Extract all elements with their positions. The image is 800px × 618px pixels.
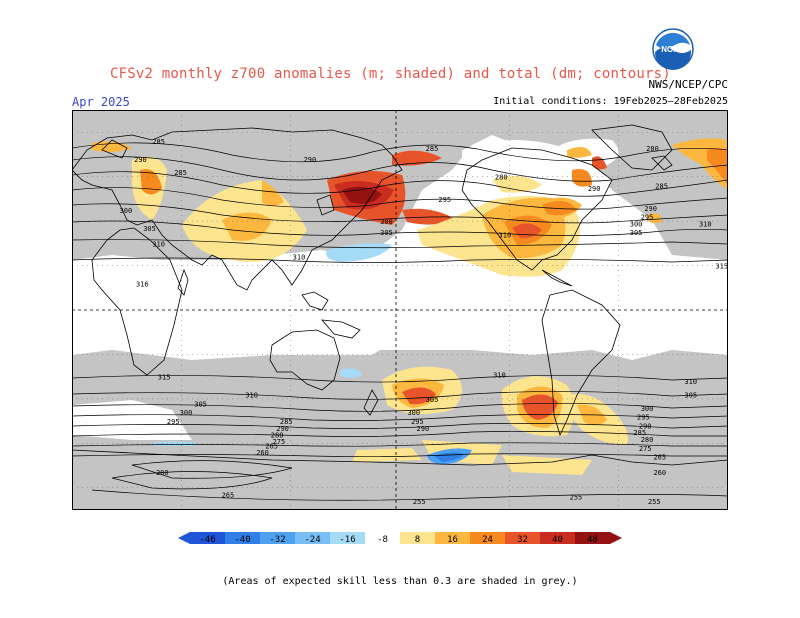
colorbar-label: -24 xyxy=(304,535,320,545)
colorbar-label: -40 xyxy=(234,535,250,545)
colorbar-label: 32 xyxy=(517,535,528,545)
colorbar-label: 48 xyxy=(587,535,598,545)
colorbar-label: -16 xyxy=(339,535,355,545)
contour-label: 305 xyxy=(143,225,156,233)
colorbar-swatch xyxy=(295,532,330,544)
contour-label: 290 xyxy=(134,156,147,164)
contour-label: 285 xyxy=(174,169,187,177)
colorbar-swatch xyxy=(400,532,435,544)
contour-label: 280 xyxy=(271,431,284,439)
contour-label: 255 xyxy=(648,498,661,506)
contour-label: 295 xyxy=(167,418,180,426)
footnote: (Areas of expected skill less than 0.3 a… xyxy=(222,576,578,587)
contour-label: 280 xyxy=(495,174,508,182)
contour-label: 290 xyxy=(588,185,601,193)
contour-label: 255 xyxy=(413,498,426,506)
initial-conditions: Initial conditions: 19Feb2025–28Feb2025 xyxy=(493,96,728,107)
contour-label: 275 xyxy=(639,445,652,453)
colorbar-label: -32 xyxy=(269,535,285,545)
contour-label: 315 xyxy=(715,263,728,271)
contour-label: 295 xyxy=(637,414,650,422)
contour-label: 265 xyxy=(222,491,235,499)
colorbar-swatch xyxy=(435,532,470,544)
noaa-logo-icon: NOAA xyxy=(652,28,694,70)
colorbar-swatch xyxy=(470,532,505,544)
contour-label: 315 xyxy=(158,374,171,382)
contour-label: 280 xyxy=(156,469,169,477)
colorbar-swatch xyxy=(260,532,295,544)
contour-label: 285 xyxy=(152,138,165,146)
contour-label: 310 xyxy=(293,254,306,262)
contour-label: 280 xyxy=(641,436,654,444)
contour-label: 265 xyxy=(653,454,666,462)
contour-label: 285 xyxy=(633,429,646,437)
contour-label: 310 xyxy=(493,371,506,379)
anomaly-map: 2852902852902852802902953003053103003053… xyxy=(72,110,728,510)
contour-label: 300 xyxy=(641,405,654,413)
colorbar-swatch xyxy=(540,532,575,544)
colorbar-label: -46 xyxy=(199,535,215,545)
map-title: CFSv2 monthly z700 anomalies (m; shaded)… xyxy=(110,66,671,82)
contour-label: 300 xyxy=(180,409,193,417)
contour-label: 305 xyxy=(380,229,393,237)
contour-label: 260 xyxy=(653,469,666,477)
colorbar-left-arrow xyxy=(178,532,190,544)
grid-lines xyxy=(72,110,728,510)
contour-label: 290 xyxy=(304,156,317,164)
colorbar-label: -8 xyxy=(377,535,388,545)
colorbar-labels: -46 -40 -32 -24 -16 -8 8 16 24 32 40 48 xyxy=(199,535,598,545)
contour-label: 260 xyxy=(256,449,269,457)
contour-label: 305 xyxy=(684,391,697,399)
noaa-logo-text: NOAA xyxy=(661,45,685,54)
colorbar-swatch xyxy=(505,532,540,544)
contour-label: 305 xyxy=(426,396,439,404)
source-label: NWS/NCEP/CPC xyxy=(648,78,728,91)
contour-label: 300 xyxy=(630,220,643,228)
contour-label: 295 xyxy=(641,214,654,222)
colorbar-label: 40 xyxy=(552,535,563,545)
contour-label: 255 xyxy=(570,494,583,502)
contour-label: 285 xyxy=(280,418,293,426)
contour-label: 300 xyxy=(120,207,133,215)
colorbar-swatch xyxy=(330,532,365,544)
contour-label: 310 xyxy=(699,220,712,228)
contour-label: 300 xyxy=(380,218,393,226)
contour-label: 310 xyxy=(499,231,512,239)
contour-label: 310 xyxy=(684,378,697,386)
contour-label: 305 xyxy=(630,229,643,237)
contour-label: 295 xyxy=(438,196,451,204)
contour-labels: 2852902852902852802902953003053103003053… xyxy=(120,138,728,506)
colorbar: -46 -40 -32 -24 -16 -8 8 16 24 32 40 48 xyxy=(178,532,622,545)
contour-label: 285 xyxy=(655,183,668,191)
colorbar-swatch xyxy=(225,532,260,544)
contour-label: 290 xyxy=(639,423,652,431)
colorbar-label: 24 xyxy=(482,535,493,545)
colorbar-swatch xyxy=(190,532,225,544)
contour-label: 310 xyxy=(245,391,258,399)
contour-label: 290 xyxy=(644,205,657,213)
contour-label: 290 xyxy=(417,425,430,433)
contour-label: 290 xyxy=(276,425,289,433)
colorbar-swatches xyxy=(178,532,622,544)
colorbar-label: 16 xyxy=(447,535,458,545)
contour-label: 265 xyxy=(265,443,278,451)
contour-label: 280 xyxy=(646,145,659,153)
contour-label: 300 xyxy=(407,409,420,417)
contour-label: 275 xyxy=(273,438,286,446)
contour-label: 285 xyxy=(426,145,439,153)
colorbar-swatch xyxy=(575,532,610,544)
colorbar-swatch xyxy=(365,532,400,544)
colorbar-right-arrow xyxy=(610,532,622,544)
contour-label: 316 xyxy=(136,280,149,288)
contour-label: 305 xyxy=(194,400,207,408)
contour-label: 310 xyxy=(152,240,165,248)
valid-month: Apr 2025 xyxy=(72,95,130,109)
contour-label: 295 xyxy=(411,418,424,426)
colorbar-label: 8 xyxy=(415,535,420,545)
